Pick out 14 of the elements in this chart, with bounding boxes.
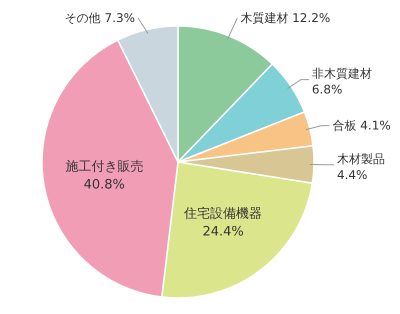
slice-label: 木質建材 xyxy=(240,11,288,25)
data-label: 7.3% xyxy=(104,11,136,25)
slice-label: 住宅設備機器 xyxy=(183,206,262,222)
data-label: 4.4% xyxy=(336,168,368,182)
slice-label: 合板 xyxy=(332,118,356,133)
slice-label: 施工付き販売 xyxy=(65,160,144,175)
data-label: 24.4% xyxy=(202,224,244,240)
data-label: 4.1% xyxy=(360,118,391,133)
slice-label: 非木質建材 xyxy=(312,66,372,81)
data-label: 12.2% xyxy=(292,11,330,25)
slice-label: 木材製品 xyxy=(336,152,385,166)
slice-label: その他 xyxy=(64,11,101,25)
data-label: 40.8% xyxy=(84,178,125,193)
data-label: 6.8% xyxy=(312,82,342,97)
